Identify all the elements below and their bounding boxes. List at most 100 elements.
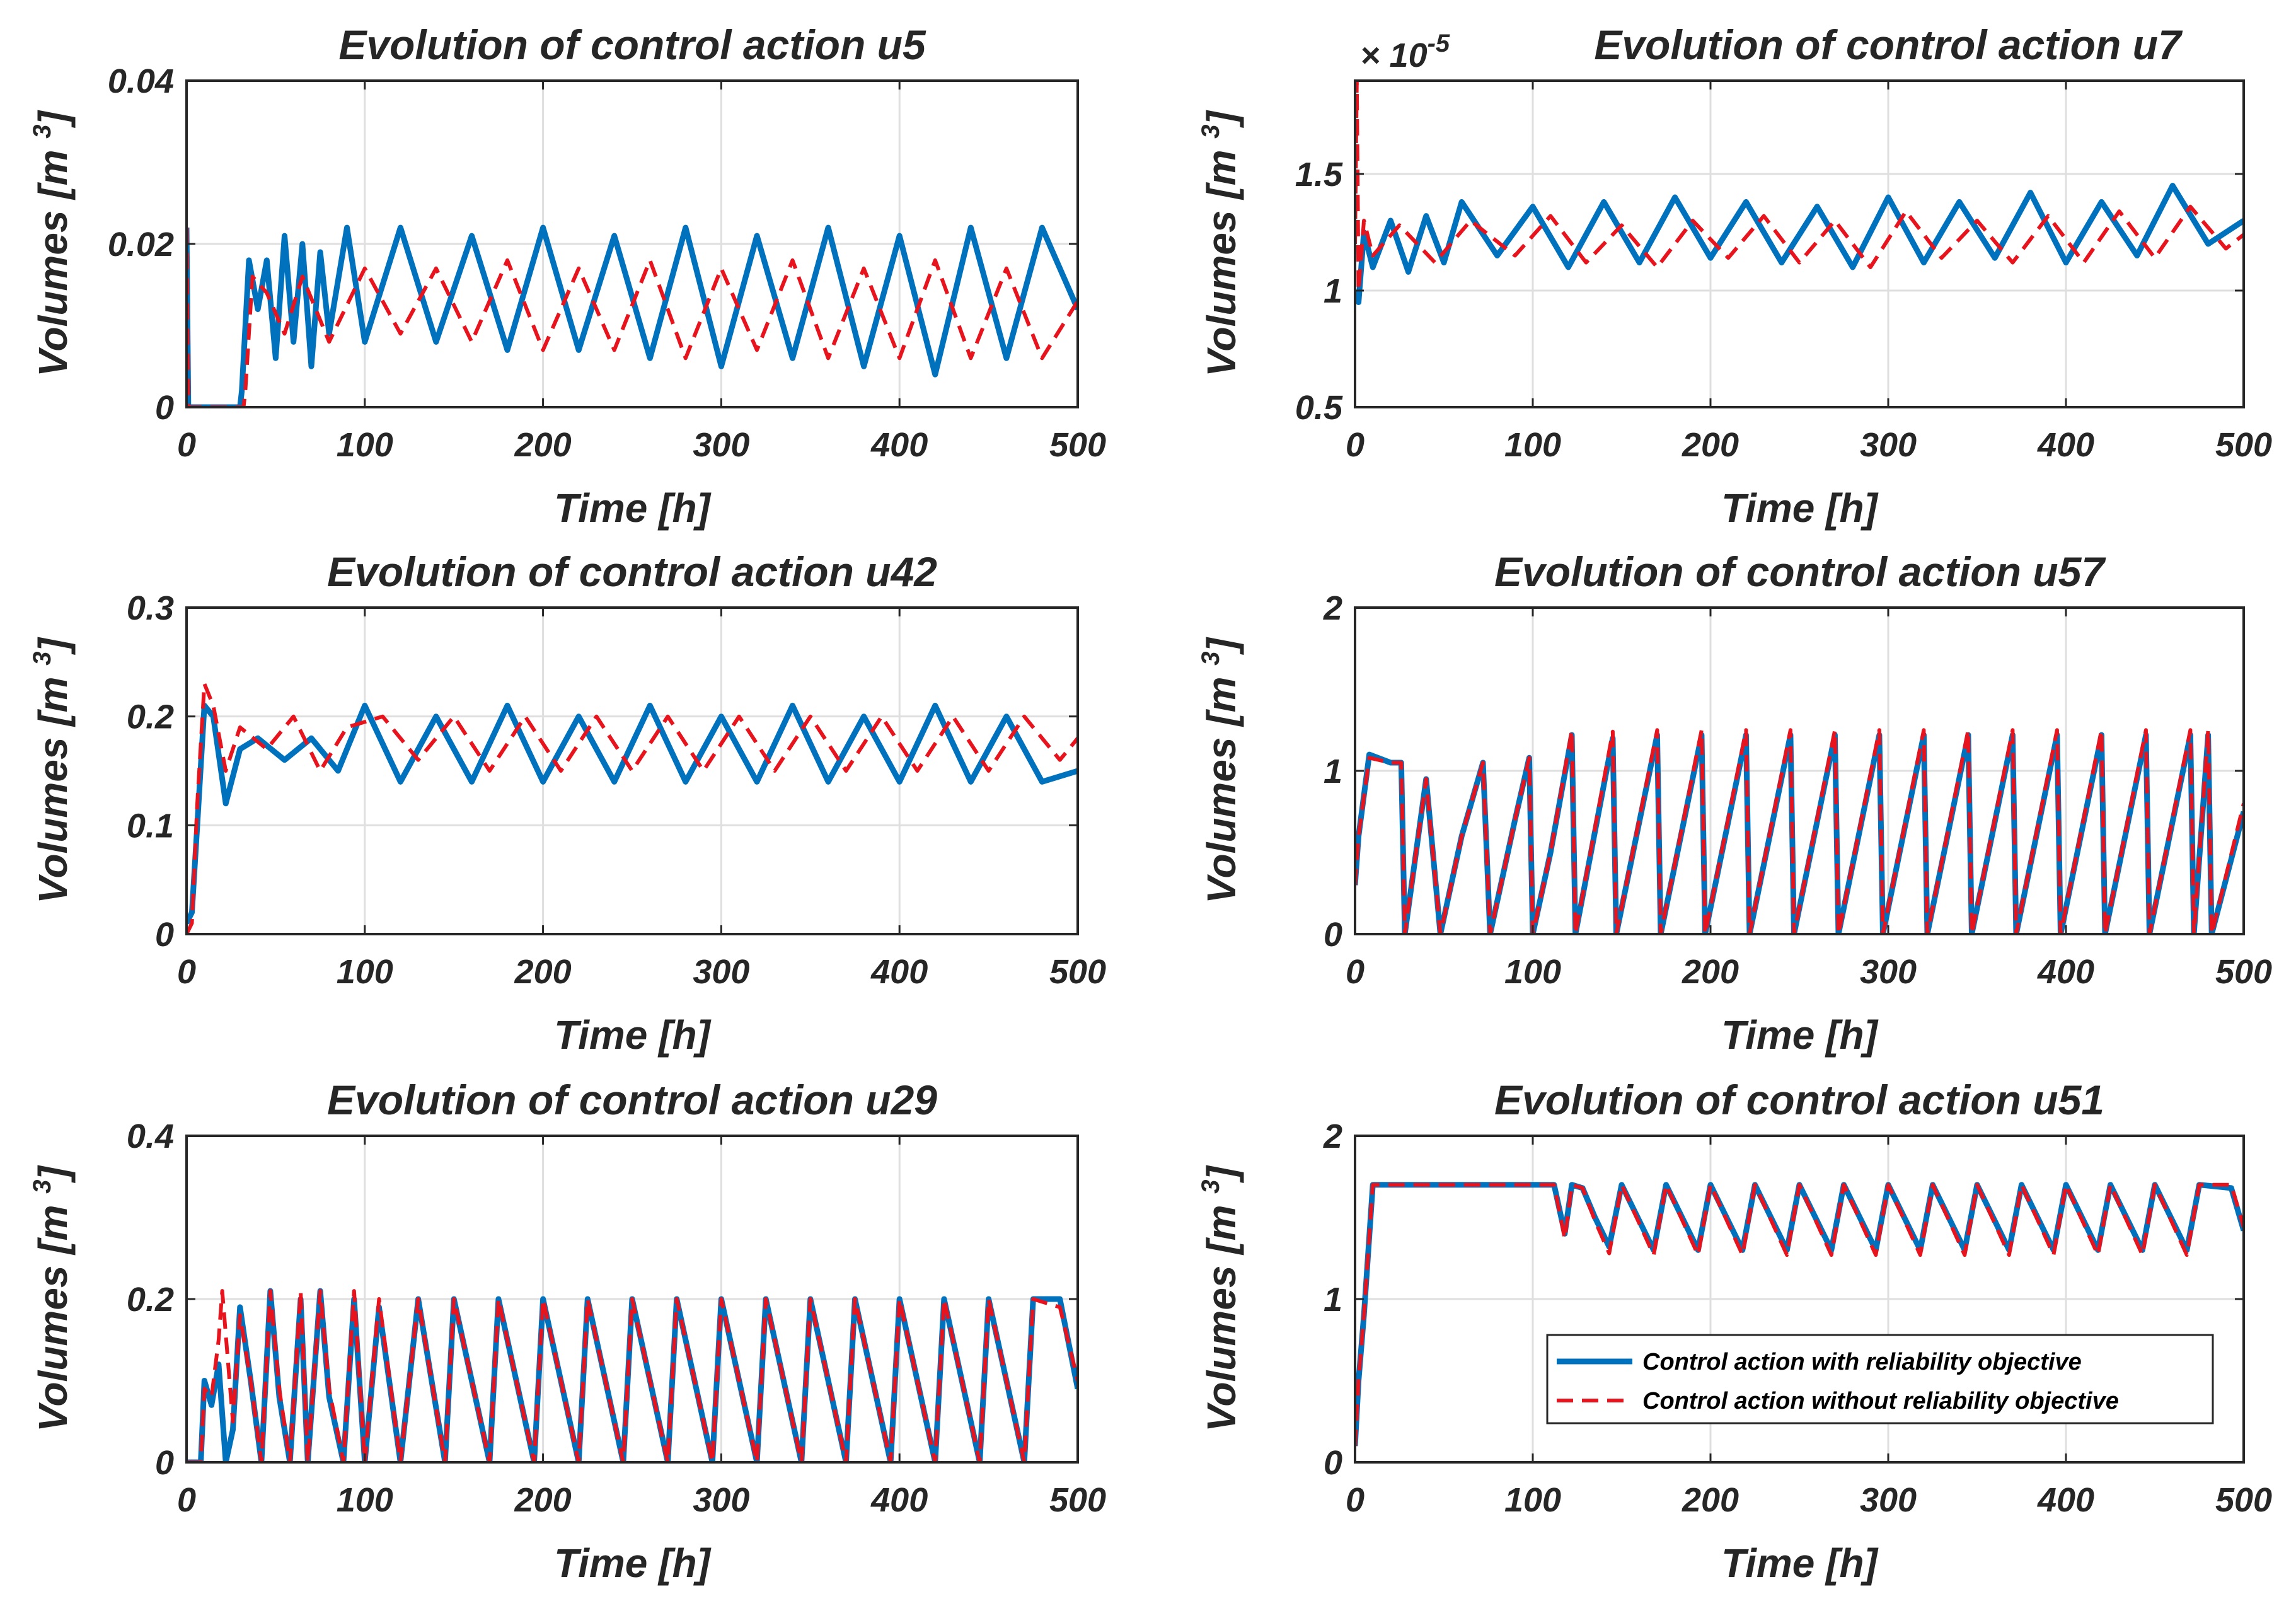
x-axis-label: Time [h] bbox=[1721, 485, 1879, 531]
y-axis-label: Volumes [m 3] bbox=[1197, 109, 1244, 376]
x-tick-label: 300 bbox=[693, 426, 749, 464]
y-tick-label: 1 bbox=[1324, 272, 1342, 310]
y-tick-label: 1.5 bbox=[1295, 156, 1343, 194]
series-with-reliability-line bbox=[187, 224, 1078, 407]
x-tick-label: 400 bbox=[2037, 1481, 2094, 1519]
y-tick-label: 0.4 bbox=[127, 1118, 174, 1155]
x-tick-label: 500 bbox=[1049, 426, 1106, 464]
y-tick-label: 0 bbox=[155, 389, 174, 427]
x-tick-label: 500 bbox=[1049, 953, 1106, 991]
y-tick-label: 0.04 bbox=[108, 62, 174, 100]
x-tick-label: 0 bbox=[177, 953, 196, 991]
y-tick-label: 0.2 bbox=[127, 698, 174, 736]
subplot-title: Evolution of control action u42 bbox=[327, 548, 937, 595]
subplot-title: Evolution of control action u51 bbox=[1494, 1077, 2104, 1123]
x-tick-label: 300 bbox=[1860, 426, 1917, 464]
y-axis-label: Volumes [m 3] bbox=[28, 1164, 76, 1431]
subplot-2: 0 100 200 300 400 500 0.5 1 1.5 × 10-5 Evolution o… bbox=[1197, 21, 2272, 531]
exponent-base: × 10 bbox=[1360, 37, 1428, 74]
y-tick-label: 1 bbox=[1324, 1281, 1342, 1319]
y-label-superscript: 3 bbox=[1197, 651, 1225, 665]
y-tick-label: 1 bbox=[1324, 753, 1342, 790]
x-tick-label: 500 bbox=[2215, 953, 2272, 991]
x-tick-label: 300 bbox=[1860, 1481, 1917, 1519]
x-tick-label: 0 bbox=[177, 1481, 196, 1519]
y-exponent-label: × 10-5 bbox=[1360, 30, 1450, 74]
subplot-title: Evolution of control action u29 bbox=[327, 1077, 937, 1123]
x-tick-label: 100 bbox=[337, 1481, 393, 1519]
series-without-reliability-line bbox=[1355, 81, 2244, 292]
x-tick-label: 500 bbox=[2215, 1481, 2272, 1519]
series-without-reliability-line bbox=[187, 1289, 1078, 1462]
y-label-main: Volumes [m bbox=[1199, 1194, 1244, 1432]
y-label-superscript: 3 bbox=[28, 651, 56, 665]
x-tick-label: 100 bbox=[1504, 426, 1561, 464]
x-tick-label: 500 bbox=[2215, 426, 2272, 464]
y-tick-label: 0.1 bbox=[127, 807, 174, 845]
x-tick-label: 0 bbox=[1346, 1481, 1364, 1519]
subplot-3: 0 100 200 300 400 500 0 0.1 0.2 0.3 Evolution of c… bbox=[28, 548, 1106, 1058]
y-tick-label: 0 bbox=[1324, 916, 1342, 954]
y-label-main: Volumes [m bbox=[30, 139, 76, 377]
y-axis-label: Volumes [m 3] bbox=[28, 109, 76, 376]
y-tick-label: 0.5 bbox=[1295, 389, 1343, 427]
x-tick-label: 0 bbox=[1346, 426, 1364, 464]
x-tick-label: 300 bbox=[1860, 953, 1917, 991]
x-tick-label: 0 bbox=[1346, 953, 1364, 991]
y-tick-label: 0 bbox=[155, 1444, 174, 1482]
subplot-4: 0 100 200 300 400 500 0 1 2 Evolution of control … bbox=[1197, 548, 2272, 1058]
x-tick-label: 500 bbox=[1049, 1481, 1106, 1519]
subplot-5: 0 100 200 300 400 500 0 0.2 0.4 Evolution of cont… bbox=[28, 1077, 1106, 1586]
x-tick-label: 400 bbox=[870, 426, 928, 464]
y-label-superscript: 3 bbox=[28, 124, 56, 138]
x-tick-label: 300 bbox=[693, 1481, 749, 1519]
y-label-superscript: 3 bbox=[1197, 124, 1225, 138]
x-tick-label: 400 bbox=[870, 1481, 928, 1519]
x-tick-label: 200 bbox=[514, 953, 572, 991]
series-without-reliability-line bbox=[1355, 728, 2244, 934]
x-axis-label: Time [h] bbox=[1721, 1012, 1879, 1058]
subplot-1: 0 100 200 300 400 500 0 0.02 0.04 Evolution of co… bbox=[28, 21, 1106, 531]
subplot-title: Evolution of control action u5 bbox=[338, 21, 926, 68]
x-axis-label: Time [h] bbox=[554, 485, 712, 531]
y-label-main: Volumes [m bbox=[1199, 666, 1244, 904]
y-tick-label: 2 bbox=[1323, 1118, 1342, 1155]
legend-box bbox=[1546, 1334, 2214, 1424]
x-axis-label: Time [h] bbox=[554, 1012, 712, 1058]
x-tick-label: 200 bbox=[1682, 426, 1739, 464]
y-axis-label: Volumes [m 3] bbox=[1197, 636, 1244, 903]
series-without-reliability-line bbox=[187, 681, 1078, 934]
y-tick-label: 0.2 bbox=[127, 1281, 174, 1319]
x-tick-label: 100 bbox=[337, 953, 393, 991]
x-tick-label: 200 bbox=[514, 426, 572, 464]
subplot-title: Evolution of control action u57 bbox=[1494, 548, 2106, 595]
x-tick-label: 300 bbox=[693, 953, 749, 991]
y-label-superscript: 3 bbox=[28, 1179, 56, 1193]
x-tick-label: 100 bbox=[1504, 953, 1561, 991]
y-tick-label: 0 bbox=[155, 916, 174, 954]
y-label-main: Volumes [m bbox=[30, 666, 76, 904]
y-tick-label: 0 bbox=[1324, 1444, 1342, 1482]
exponent-power: -5 bbox=[1428, 30, 1450, 57]
x-tick-label: 100 bbox=[1504, 1481, 1561, 1519]
x-tick-label: 0 bbox=[177, 426, 196, 464]
legend: Control action with reliability objectiv… bbox=[1546, 1334, 2214, 1424]
series-without-reliability-line bbox=[187, 228, 1078, 407]
subplot-6: 0 100 200 300 400 500 0 1 2 Evolution of control … bbox=[1197, 1077, 2272, 1586]
y-label-main: Volumes [m bbox=[30, 1194, 76, 1432]
x-tick-label: 100 bbox=[337, 426, 393, 464]
x-axis-label: Time [h] bbox=[554, 1540, 712, 1586]
y-axis-label: Volumes [m 3] bbox=[28, 636, 76, 903]
legend-label-with: Control action with reliability objectiv… bbox=[1642, 1349, 2082, 1375]
x-tick-label: 200 bbox=[514, 1481, 572, 1519]
legend-label-without: Control action without reliability objec… bbox=[1642, 1388, 2119, 1414]
x-tick-label: 200 bbox=[1682, 1481, 1739, 1519]
y-label-main: Volumes [m bbox=[1199, 139, 1244, 377]
x-tick-label: 400 bbox=[2037, 953, 2094, 991]
subplot-title: Evolution of control action u7 bbox=[1594, 21, 2183, 68]
y-tick-label: 0.3 bbox=[127, 589, 174, 627]
x-axis-label: Time [h] bbox=[1721, 1540, 1879, 1586]
series-with-reliability-line bbox=[187, 702, 1078, 925]
series-without-reliability-line bbox=[1355, 1182, 2244, 1447]
